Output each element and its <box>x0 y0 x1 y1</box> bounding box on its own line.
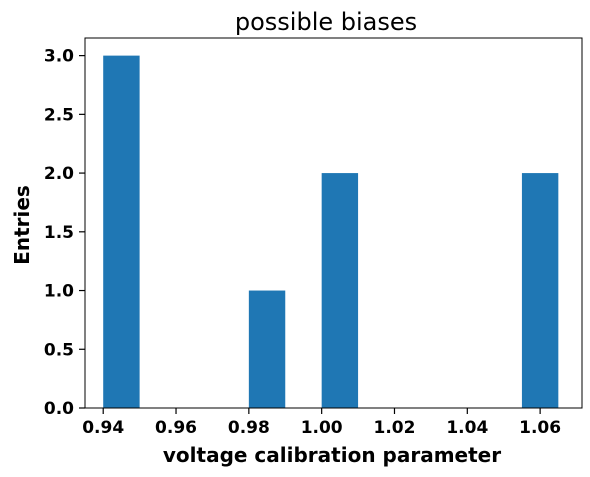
x-tick-label: 0.98 <box>228 418 270 438</box>
bars-group <box>103 55 559 408</box>
y-tick-label: 0.5 <box>44 340 74 360</box>
x-tick-label: 0.94 <box>82 418 124 438</box>
y-tick-label: 0.0 <box>44 399 74 419</box>
plot-area <box>84 37 583 409</box>
x-tick-label: 1.06 <box>519 418 561 438</box>
y-tick-label: 1.5 <box>44 223 74 243</box>
x-axis: 0.94 0.96 0.98 1.00 1.02 1.04 1.06 <box>82 408 561 438</box>
plot-frame <box>84 37 583 409</box>
y-tick-label: 3.0 <box>44 47 74 67</box>
y-tick-label: 2.5 <box>44 105 74 125</box>
x-axis-label: voltage calibration parameter <box>163 443 501 467</box>
y-tick-label: 2.0 <box>44 164 74 184</box>
histogram-bar <box>321 173 359 408</box>
histogram-bar <box>103 55 140 408</box>
y-tick-label: 1.0 <box>44 282 74 302</box>
x-tick-label: 1.02 <box>374 418 416 438</box>
x-tick-label: 1.00 <box>301 418 343 438</box>
x-tick-label: 0.96 <box>155 418 197 438</box>
y-axis: 0.0 0.5 1.0 1.5 2.0 2.5 3.0 <box>44 47 85 419</box>
chart-title: possible biases <box>235 8 417 36</box>
histogram-bar <box>521 173 559 408</box>
y-axis-label: Entries <box>10 185 34 265</box>
histogram-bar <box>248 290 286 408</box>
x-tick-label: 1.04 <box>446 418 488 438</box>
